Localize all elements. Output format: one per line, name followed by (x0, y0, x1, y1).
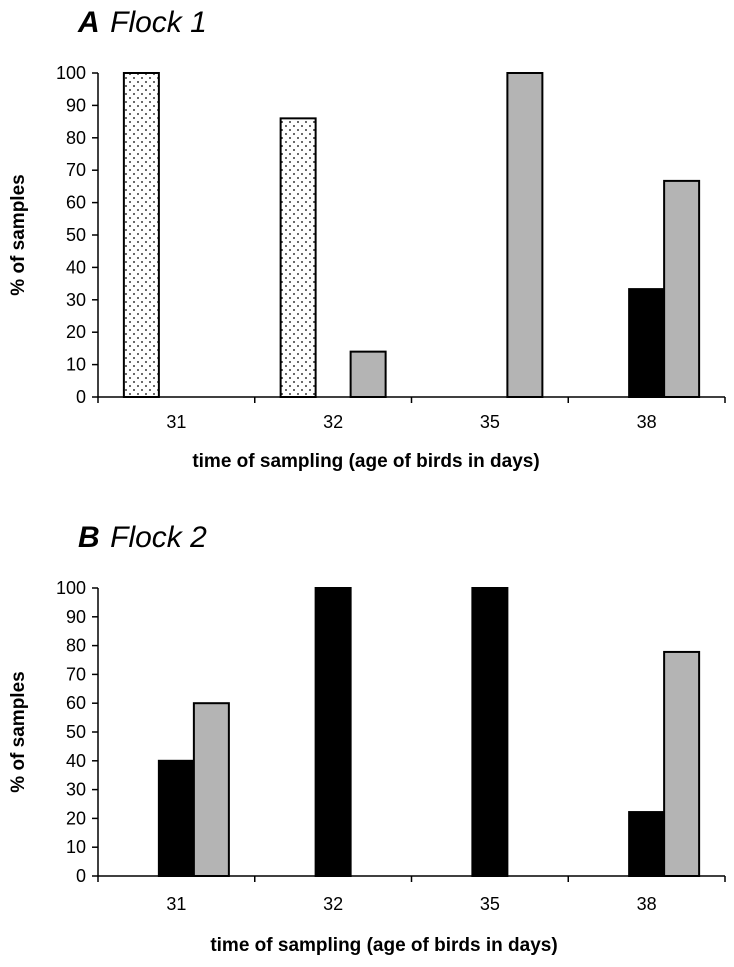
y-tick-label: 30 (66, 780, 86, 800)
bar-b-32-series-2 (314, 587, 352, 877)
y-tick-label: 10 (66, 355, 86, 375)
panel-b-y-axis: 0 10 20 30 40 50 60 70 80 90 100 (56, 578, 99, 886)
y-tick-label: 100 (56, 578, 86, 598)
y-tick-label: 50 (66, 722, 86, 742)
y-tick-label: 90 (66, 95, 86, 115)
y-tick-label: 70 (66, 664, 86, 684)
panel-b-name: Flock 2 (110, 521, 207, 554)
x-tick-label: 38 (637, 412, 657, 432)
panel-a-y-axis: 0 10 20 30 40 50 60 70 80 90 100 (56, 63, 99, 407)
panel-a-x-axis: 31 32 35 38 (97, 396, 726, 432)
x-tick-label: 31 (166, 412, 186, 432)
x-tick-label: 35 (480, 894, 500, 914)
y-tick-label: 20 (66, 808, 86, 828)
y-tick-label: 0 (76, 387, 86, 407)
panel-a-name: Flock 1 (110, 6, 207, 39)
bar-a-32-series-1 (279, 117, 317, 399)
y-tick-label: 60 (66, 193, 86, 213)
x-tick-label: 38 (637, 894, 657, 914)
y-tick-label: 60 (66, 693, 86, 713)
panel-b-bars (157, 587, 701, 878)
bar-b-38-series-2 (628, 811, 666, 878)
y-tick-label: 50 (66, 225, 86, 245)
y-tick-label: 70 (66, 160, 86, 180)
panel-a-letter: A (77, 6, 100, 39)
x-tick-label: 32 (323, 894, 343, 914)
bar-b-35-series-2 (471, 587, 509, 877)
panel-b-y-axis-title: % of samples (8, 671, 29, 792)
bar-a-31-series-1 (122, 72, 160, 398)
panel-b-letter: B (78, 521, 100, 554)
y-tick-label: 80 (66, 128, 86, 148)
bar-b-38-series-3 (663, 650, 701, 877)
x-tick-label: 31 (166, 894, 186, 914)
panel-a-y-axis-title: % of samples (8, 174, 29, 295)
y-tick-label: 40 (66, 751, 86, 771)
x-tick-label: 32 (323, 412, 343, 432)
y-tick-label: 20 (66, 322, 86, 342)
y-tick-label: 40 (66, 257, 86, 277)
panel-b-title: B Flock 2 (78, 521, 207, 554)
panel-a-title: A Flock 1 (77, 6, 207, 39)
y-tick-label: 30 (66, 290, 86, 310)
bar-a-38-series-3 (663, 179, 701, 398)
bar-b-31-series-2 (157, 759, 195, 877)
bar-a-35-series-3 (506, 72, 544, 398)
y-tick-label: 90 (66, 607, 86, 627)
bar-b-31-series-3 (192, 702, 230, 878)
panel-b-x-axis: 31 32 35 38 (97, 875, 726, 914)
x-tick-label: 35 (480, 412, 500, 432)
y-tick-label: 100 (56, 63, 86, 83)
y-tick-label: 80 (66, 636, 86, 656)
bar-a-32-series-3 (349, 350, 387, 399)
y-tick-label: 0 (76, 866, 86, 886)
panel-a-x-axis-title: time of sampling (age of birds in days) (192, 451, 539, 472)
panel-a-bars (122, 72, 701, 399)
y-tick-label: 10 (66, 837, 86, 857)
panel-b-x-axis-title: time of sampling (age of birds in days) (210, 935, 557, 956)
bar-a-38-series-2 (628, 288, 666, 398)
